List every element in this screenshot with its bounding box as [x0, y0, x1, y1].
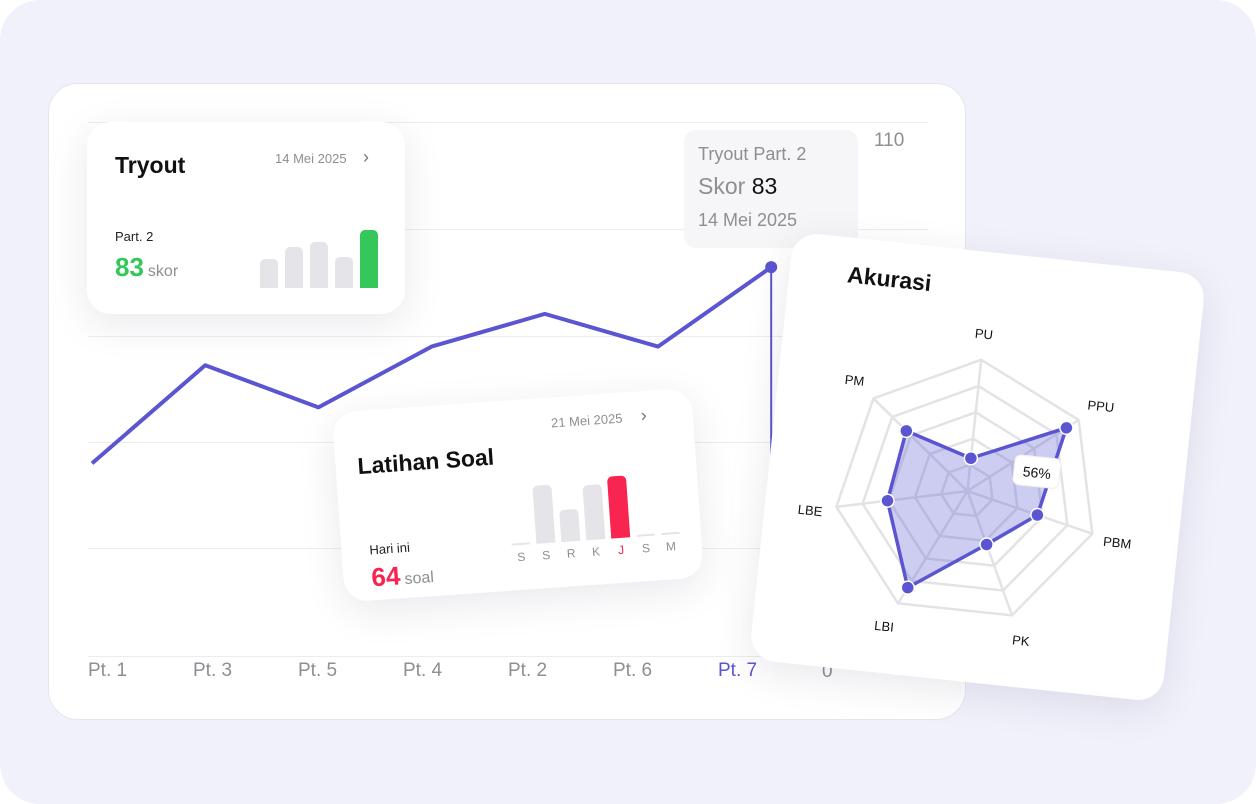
- radar-point[interactable]: [979, 537, 994, 552]
- akurasi-card: Akurasi PU PPU PBM PK LBI LBE PM 56%: [748, 231, 1207, 703]
- latihan-bar: [559, 508, 581, 543]
- latihan-bar: [532, 484, 556, 544]
- tryout-unit: skor: [147, 263, 179, 280]
- day-label: S: [641, 540, 651, 556]
- radar-spoke: [872, 397, 969, 492]
- tryout-part-label: Part. 2: [115, 229, 154, 244]
- radar-axis-label: PBM: [1102, 534, 1132, 552]
- tryout-bar: [260, 259, 278, 288]
- x-tick-label: Pt. 5: [298, 660, 338, 681]
- latihan-title: Latihan Soal: [356, 443, 495, 480]
- x-tick-label: Pt. 6: [613, 660, 653, 681]
- radar-spoke: [966, 359, 983, 492]
- x-tick-label: Pt. 1: [88, 660, 128, 681]
- latihan-count: 64: [370, 560, 402, 593]
- x-tick-label: Pt. 3: [193, 660, 233, 681]
- latihan-bar: [511, 542, 531, 546]
- x-tick-label: Pt. 2: [508, 660, 548, 681]
- chevron-right-icon[interactable]: ›: [640, 404, 648, 426]
- tryout-title: Tryout: [115, 152, 186, 178]
- day-label: M: [665, 539, 677, 554]
- radar-spoke: [836, 489, 968, 509]
- radar-axis-label: PU: [974, 326, 994, 343]
- radar-point[interactable]: [1030, 507, 1045, 523]
- x-tick-label: Pt. 7: [718, 660, 758, 681]
- radar-spoke: [966, 490, 1014, 616]
- radar-axis-label: LBI: [874, 618, 895, 635]
- tryout-date: 14 Mei 2025: [275, 151, 347, 166]
- radar-point[interactable]: [963, 451, 979, 466]
- tryout-bar: [285, 246, 303, 288]
- radar-point[interactable]: [1059, 420, 1074, 436]
- tooltip-score: 83: [751, 173, 778, 199]
- radar-point[interactable]: [880, 493, 895, 508]
- latihan-unit: soal: [403, 569, 435, 589]
- tryout-bar: [360, 230, 378, 288]
- score-line: [90, 265, 773, 465]
- tryout-score: 83: [115, 252, 144, 282]
- tryout-card[interactable]: Tryout 14 Mei 2025 › Part. 2 83 skor: [87, 122, 405, 314]
- day-label: S: [541, 547, 551, 563]
- radar-ring: [939, 463, 994, 518]
- radar-point[interactable]: [899, 423, 914, 439]
- latihan-today-label: Hari ini: [368, 539, 411, 558]
- gridline: [88, 336, 928, 337]
- radar-point[interactable]: [900, 580, 916, 595]
- chevron-right-icon[interactable]: ›: [363, 147, 369, 167]
- day-label: J: [617, 542, 625, 558]
- day-label: S: [516, 549, 526, 565]
- latihan-bar: [661, 531, 681, 536]
- chart-tooltip: Tryout Part. 2 Skor 83 14 Mei 2025: [684, 130, 858, 248]
- latihan-date: 21 Mei 2025: [550, 410, 623, 431]
- latihan-bar: [636, 533, 656, 537]
- radar-axis-label: PK: [1011, 632, 1030, 649]
- latihan-bar: [582, 483, 606, 541]
- tooltip-title: Tryout Part. 2: [698, 144, 807, 164]
- gridline: [88, 656, 928, 657]
- gridline: [88, 122, 928, 123]
- radar-ring: [834, 358, 1094, 617]
- highlight-point[interactable]: [765, 261, 778, 274]
- latihan-bar: [606, 475, 631, 539]
- tooltip-score-label: Skor: [698, 173, 746, 199]
- radar-ring: [913, 437, 1019, 543]
- y-tick-max: 110: [874, 130, 905, 151]
- tooltip-date: 14 Mei 2025: [698, 210, 798, 230]
- x-tick-label: Pt. 4: [403, 660, 443, 681]
- day-label: K: [591, 544, 601, 559]
- gridline: [88, 229, 928, 230]
- radar-spoke: [967, 489, 1093, 535]
- radar-tooltip-label: 56%: [1022, 463, 1052, 482]
- latihan-soal-card[interactable]: Latihan Soal 21 Mei 2025 › Hari ini 64 so…: [331, 387, 705, 603]
- y-tick-min: 0: [822, 661, 833, 682]
- radar-axis-label: LBE: [797, 502, 823, 520]
- radar-tooltip: [1012, 454, 1062, 489]
- accuracy-radar-chart: PU PPU PBM PK LBI LBE PM 56%: [797, 326, 1132, 649]
- tryout-bar: [310, 241, 328, 288]
- radar-axis-label: PM: [844, 372, 865, 389]
- radar-axis-label: PPU: [1087, 397, 1115, 415]
- tryout-bar: [335, 257, 353, 288]
- day-label: R: [566, 546, 577, 561]
